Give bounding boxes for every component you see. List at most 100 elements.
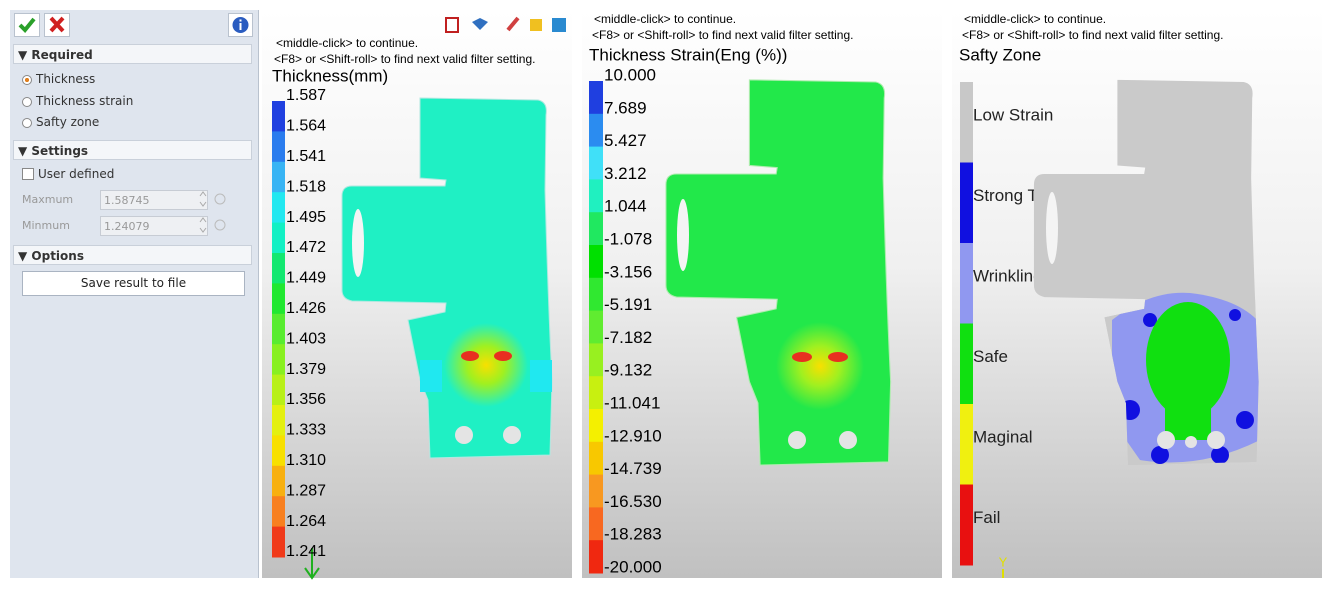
side-panel: ▼ Required Thickness Thickness strain Sa… xyxy=(10,10,259,578)
legend-title: Thickness(mm) xyxy=(272,66,388,85)
legend-band xyxy=(272,465,285,497)
legend-label: 1.472 xyxy=(286,239,326,256)
legend-label: 1.379 xyxy=(286,361,326,378)
legend-band xyxy=(589,245,603,279)
legend-label: -18.283 xyxy=(604,525,662,544)
hint-text: <middle-click> to continue. xyxy=(964,12,1107,26)
max-field[interactable]: 1.58745 xyxy=(100,190,208,210)
info-icon xyxy=(232,17,249,33)
section-header[interactable]: ▼ Options xyxy=(13,245,252,265)
checkbox[interactable]: User defined xyxy=(22,167,114,181)
legend-band xyxy=(960,162,973,244)
legend-label: 1.287 xyxy=(286,482,326,499)
legend-band xyxy=(272,313,285,345)
legend-label: 1.564 xyxy=(286,118,326,135)
legend-band xyxy=(589,310,603,344)
legend-label: 1.541 xyxy=(286,148,326,165)
checkbox-box xyxy=(22,168,34,180)
legend-band xyxy=(272,253,285,284)
legend-band xyxy=(960,484,973,566)
legend-band xyxy=(272,496,285,528)
radio[interactable]: Safty zone xyxy=(22,115,99,129)
legend-label: 1.587 xyxy=(286,87,326,104)
legend-label: -7.182 xyxy=(604,328,652,347)
legend-band xyxy=(589,441,603,476)
cancel-button[interactable] xyxy=(44,13,70,37)
legend-band xyxy=(272,405,285,436)
legend-label: 1.241 xyxy=(286,543,326,560)
checkbox-label: User defined xyxy=(38,167,115,181)
legend-band xyxy=(589,409,603,443)
save-button[interactable]: Save result to file xyxy=(22,271,245,296)
legend-label: 1.518 xyxy=(286,178,326,195)
legend-band xyxy=(960,243,973,324)
legend-band xyxy=(589,81,603,115)
legend-label: 1.426 xyxy=(286,300,326,317)
ok-button[interactable] xyxy=(14,13,40,37)
legend-label: 1.333 xyxy=(286,422,326,439)
legend-label: 1.356 xyxy=(286,391,326,408)
legend-label: -1.078 xyxy=(604,229,652,248)
radio-dot xyxy=(22,118,32,128)
part-mesh xyxy=(304,97,553,580)
section-header[interactable]: ▼ Settings xyxy=(13,140,252,160)
legend-title: Thickness Strain(Eng (%)) xyxy=(589,45,787,64)
legend-band xyxy=(960,82,973,163)
legend-band xyxy=(589,376,603,410)
legend-band xyxy=(589,179,603,213)
legend-band xyxy=(589,113,603,148)
legend-label: Fail xyxy=(973,508,1000,527)
hint-text: <middle-click> to continue. xyxy=(594,12,737,26)
legend-label: 7.689 xyxy=(604,98,647,117)
legend-band xyxy=(960,404,973,485)
toolbar-icons[interactable] xyxy=(445,16,566,33)
hint-text: <F8> or <Shift-roll> to find next valid … xyxy=(962,28,1224,42)
legend-band xyxy=(272,161,285,193)
legend-label: 3.212 xyxy=(604,164,647,183)
legend-band xyxy=(272,344,285,376)
min-field[interactable]: 1.24079 xyxy=(100,216,208,236)
legend-label: 10.000 xyxy=(604,65,656,84)
legend-label: -3.156 xyxy=(604,262,652,281)
legend-title: Safty Zone xyxy=(959,45,1041,64)
legend-label: -9.132 xyxy=(604,361,652,380)
legend-label: 1.495 xyxy=(286,209,326,226)
legend-band xyxy=(272,131,285,163)
legend-label: 5.427 xyxy=(604,131,647,150)
radio-dot xyxy=(22,97,32,107)
radio[interactable]: Thickness xyxy=(22,72,95,86)
hint-text: <F8> or <Shift-roll> to find next valid … xyxy=(592,28,854,42)
legend-band xyxy=(589,540,603,574)
field-label: Minmum xyxy=(22,219,70,232)
legend-band xyxy=(272,192,285,224)
part-mesh xyxy=(665,79,892,466)
legend-label: Wrinkling xyxy=(973,266,1043,285)
legend-band xyxy=(272,222,285,254)
legend-label: -16.530 xyxy=(604,492,662,511)
legend-label: -11.041 xyxy=(604,393,660,412)
legend-label: 1.310 xyxy=(286,452,326,469)
legend-label: 1.044 xyxy=(604,197,647,216)
info-button[interactable] xyxy=(228,13,253,37)
radio-label: Safty zone xyxy=(36,115,100,129)
axis-label: Y xyxy=(999,554,1008,569)
legend-band xyxy=(960,323,973,405)
field-label: Maxmum xyxy=(22,193,74,206)
section-header[interactable]: ▼ Required xyxy=(13,44,252,64)
legend-label: Safe xyxy=(973,347,1008,366)
radio[interactable]: Thickness strain xyxy=(22,94,133,108)
spin-icons xyxy=(199,191,226,233)
section-title: Options xyxy=(31,249,84,263)
hint-text: <F8> or <Shift-roll> to find next valid … xyxy=(274,52,536,66)
check-icon xyxy=(18,17,36,33)
legend-band xyxy=(272,526,285,558)
legend-label: 1.449 xyxy=(286,270,326,287)
legend-band xyxy=(272,374,285,406)
legend-label: -12.910 xyxy=(604,426,662,445)
legend-band xyxy=(272,435,285,467)
cross-icon xyxy=(49,16,65,33)
